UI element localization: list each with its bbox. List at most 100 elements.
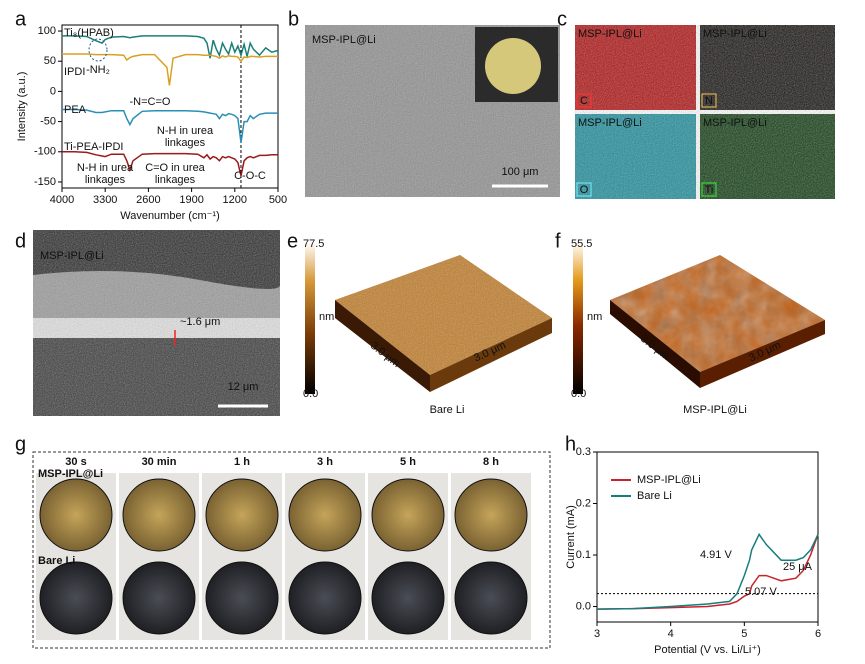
y-tick-label: 0.1 bbox=[576, 549, 591, 561]
x-tick-label: 500 bbox=[269, 194, 287, 206]
y-tick-label: 0 bbox=[50, 85, 56, 97]
li-disc-photo bbox=[454, 561, 528, 635]
series-label: Ti₈(HPAB) bbox=[64, 27, 114, 39]
y-tick-label: -50 bbox=[40, 115, 56, 127]
afm-side bbox=[335, 300, 430, 392]
li-disc-photo bbox=[371, 561, 445, 635]
x-axis-label: Potential (V vs. Li/Li⁺) bbox=[654, 644, 761, 656]
image-label: MSP-IPL@Li bbox=[703, 28, 767, 40]
series-label: PEA bbox=[64, 104, 87, 116]
y-tick-label: 50 bbox=[44, 55, 56, 67]
colorbar-max: 77.5 bbox=[303, 238, 324, 250]
sem-texture bbox=[33, 230, 280, 416]
y-tick-label: -150 bbox=[34, 176, 56, 188]
li-disc-photo bbox=[39, 478, 113, 552]
colorbar-min: 0.0 bbox=[571, 388, 586, 400]
plot-frame bbox=[61, 24, 279, 189]
annotation: -NH₂ bbox=[86, 64, 110, 76]
li-disc-photo bbox=[205, 561, 279, 635]
image-panels bbox=[32, 25, 835, 649]
x-tick-label: 5 bbox=[741, 628, 747, 640]
panel-letter: b bbox=[288, 8, 299, 30]
x-tick-label: 1900 bbox=[179, 194, 203, 206]
element-label: N bbox=[705, 95, 713, 107]
y-tick-label: 0.2 bbox=[576, 497, 591, 509]
colorbar-min: 0.0 bbox=[303, 388, 318, 400]
li-disc-photo bbox=[205, 478, 279, 552]
series-line bbox=[62, 108, 278, 143]
afm-texture bbox=[610, 255, 825, 372]
x-tick-label: 2600 bbox=[136, 194, 160, 206]
li-disc-photo bbox=[288, 478, 362, 552]
afm-side bbox=[700, 320, 825, 388]
legend-label: MSP-IPL@Li bbox=[637, 474, 701, 486]
image-label: MSP-IPL@Li bbox=[40, 250, 104, 262]
series-line bbox=[62, 35, 279, 59]
afm-texture bbox=[335, 255, 552, 375]
x-tick-label: 4000 bbox=[50, 194, 74, 206]
li-disc-photo bbox=[371, 478, 445, 552]
column-header: 30 s bbox=[65, 456, 86, 468]
y-tick-label: 100 bbox=[38, 25, 56, 37]
plot-frame bbox=[596, 451, 819, 623]
annotation: 25 μA bbox=[783, 561, 813, 573]
annotation: linkages bbox=[155, 174, 196, 186]
series-label: IPDI bbox=[64, 66, 85, 78]
element-label: C bbox=[580, 95, 588, 107]
row-label: Bare Li bbox=[38, 555, 75, 567]
annotation: linkages bbox=[165, 137, 206, 149]
series-label: Ti-PEA-IPDI bbox=[64, 141, 124, 153]
image-label: MSP-IPL@Li bbox=[578, 117, 642, 129]
panel-letter: g bbox=[15, 433, 26, 455]
column-header: 5 h bbox=[400, 456, 416, 468]
y-tick-label: 0.0 bbox=[576, 600, 591, 612]
annotation: -N=C=O bbox=[130, 96, 171, 108]
legend-label: Bare Li bbox=[637, 490, 672, 502]
annotation: N-H in urea bbox=[77, 162, 134, 174]
series-line bbox=[596, 534, 819, 610]
panel-letter: h bbox=[565, 433, 576, 455]
colorbar bbox=[573, 242, 583, 394]
row-label: MSP-IPL@Li bbox=[38, 468, 103, 480]
column-header: 30 min bbox=[142, 456, 177, 468]
x-axis-label: Wavenumber (cm⁻¹) bbox=[120, 210, 220, 222]
x-tick-label: 3300 bbox=[93, 194, 117, 206]
element-label: Ti bbox=[705, 184, 714, 196]
y-axis-label: Intensity (a.u.) bbox=[16, 72, 28, 142]
x-tick-label: 6 bbox=[815, 628, 821, 640]
element-box bbox=[701, 182, 717, 197]
panel-letter: e bbox=[287, 230, 298, 252]
image-label: MSP-IPL@Li bbox=[578, 28, 642, 40]
caption: MSP-IPL@Li bbox=[683, 404, 747, 416]
series-line bbox=[62, 151, 278, 177]
panel-letter: a bbox=[15, 8, 27, 30]
column-header: 8 h bbox=[483, 456, 499, 468]
thickness-label: ~1.6 μm bbox=[180, 316, 220, 328]
column-header: 3 h bbox=[317, 456, 333, 468]
li-disc-photo bbox=[39, 561, 113, 635]
x-tick-label: 4 bbox=[668, 628, 674, 640]
colorbar-unit: nm bbox=[319, 311, 334, 323]
li-disc-photo bbox=[288, 561, 362, 635]
y-tick-label: 0.3 bbox=[576, 446, 591, 458]
x-tick-label: 1200 bbox=[223, 194, 247, 206]
annotation: N-H in urea bbox=[157, 125, 214, 137]
li-disc-photo bbox=[122, 561, 196, 635]
x-tick-label: 3 bbox=[594, 628, 600, 640]
image-label: MSP-IPL@Li bbox=[703, 117, 767, 129]
colorbar-max: 55.5 bbox=[571, 238, 592, 250]
element-label: O bbox=[580, 184, 589, 196]
element-box bbox=[576, 182, 592, 197]
annotation: 5.07 V bbox=[745, 586, 777, 598]
afm-side bbox=[610, 300, 700, 388]
element-box bbox=[576, 93, 592, 108]
li-disc-photo bbox=[454, 478, 528, 552]
annotation: C-O-C bbox=[234, 170, 266, 182]
y-axis-label: Current (mA) bbox=[565, 505, 577, 569]
scale-label: 100 μm bbox=[502, 166, 539, 178]
series-line bbox=[596, 532, 819, 610]
scale-label: 12 μm bbox=[228, 381, 259, 393]
colorbar-unit: nm bbox=[587, 311, 602, 323]
eds-texture bbox=[575, 25, 835, 199]
